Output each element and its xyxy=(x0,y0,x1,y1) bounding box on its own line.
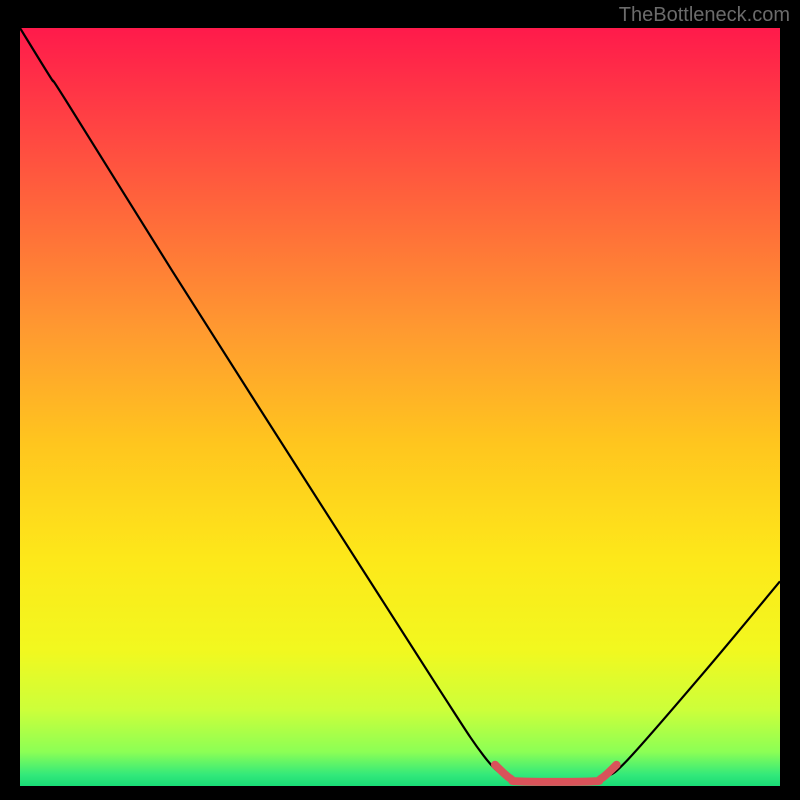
chart-canvas: TheBottleneck.com xyxy=(0,0,800,800)
plot-frame xyxy=(20,28,780,786)
watermark-text: TheBottleneck.com xyxy=(619,4,790,27)
plot-area xyxy=(20,28,780,786)
bottleneck-curve-layer xyxy=(20,28,780,786)
bottleneck-curve xyxy=(20,28,780,782)
optimal-band xyxy=(495,765,617,782)
